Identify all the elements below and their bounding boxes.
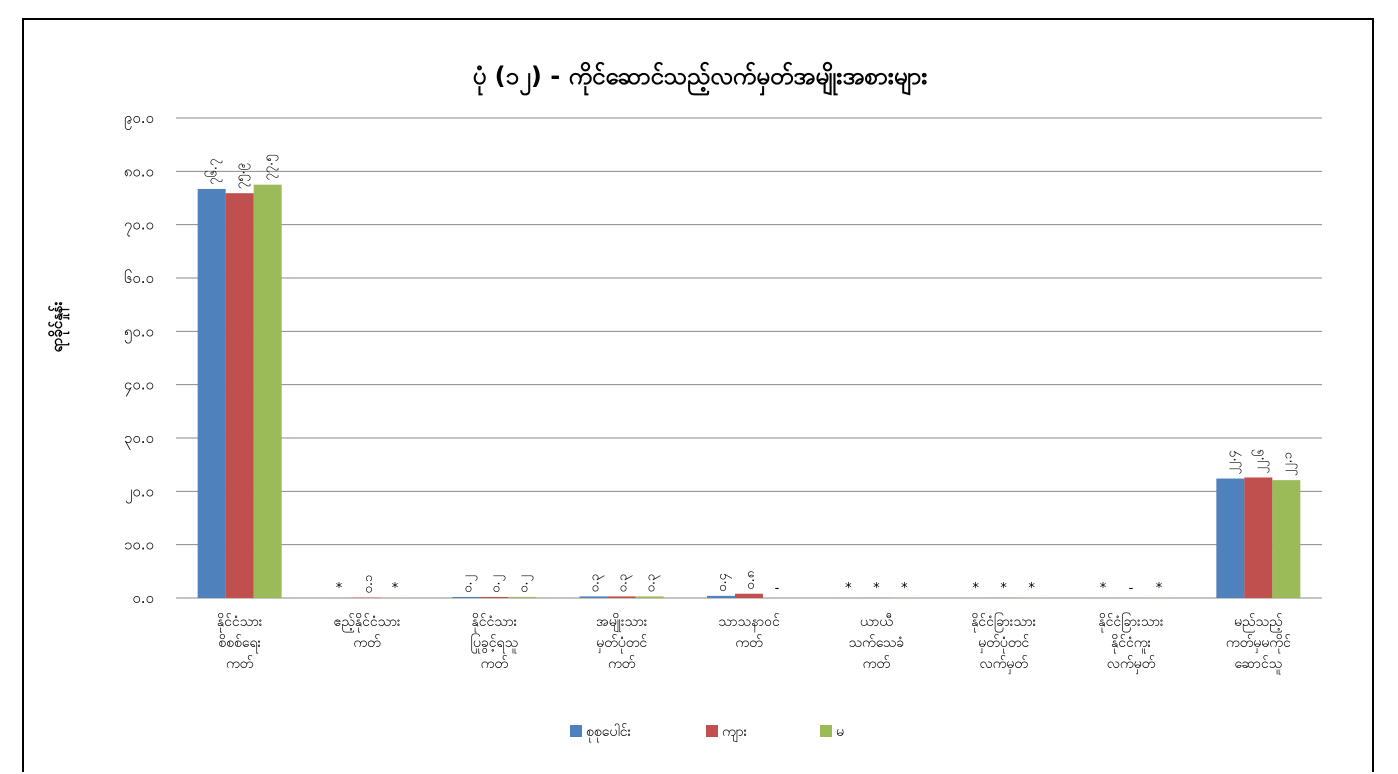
data-label: ၀.၈ xyxy=(743,571,758,590)
x-category-label: ကတ် xyxy=(226,656,254,672)
data-labels: ၇၆.၇ ၇၅.၉ ၇၇.၅ * ၀.၁ * ၀.၂ ၀.၂ ၀.၂ ၀.၃ ၀.၃ ၀.၃ ၀.၄ ၀.… xyxy=(205,155,1298,596)
bars xyxy=(198,185,1301,598)
x-axis-categories: နိုင်ငံသားစိစစ်ရေးကတ်ဧည့်နိုင်ငံသားကတ်နိ… xyxy=(217,613,1291,674)
data-label: ၀.၂ xyxy=(488,575,505,593)
data-label: * xyxy=(1028,581,1035,596)
data-label: ၂၂.၆ xyxy=(1251,449,1269,473)
data-label: ၀.၄ xyxy=(715,572,732,591)
data-label: ၇၅.၉ xyxy=(234,163,251,189)
bar xyxy=(580,596,608,598)
bar xyxy=(480,597,508,598)
data-label: ၀.၃ xyxy=(644,574,661,593)
y-tick-label: ၀.၀ xyxy=(132,589,154,607)
legend-item: မ xyxy=(820,724,844,740)
bar-chart: ပုံ (၁၂) - ကိုင်ဆောင်သည့်လက်မှတ်အမျိုးအစ… xyxy=(24,20,1376,774)
bar xyxy=(452,597,480,598)
data-label: - xyxy=(775,581,780,596)
x-category-label: ဆောင်သူ xyxy=(1235,656,1283,674)
data-label: * xyxy=(1000,581,1007,596)
x-category-label: ကတ် xyxy=(353,635,381,651)
y-tick-label: ၂၀.၀ xyxy=(125,482,154,503)
x-category-label: ကတ် xyxy=(863,656,891,672)
legend-label: ကျား xyxy=(722,724,748,742)
data-label: * xyxy=(1100,581,1107,596)
bar xyxy=(636,596,664,598)
x-category-label: ယာယီ xyxy=(860,614,893,630)
y-tick-label: ၇၀.၀ xyxy=(124,216,154,237)
data-label: * xyxy=(873,581,880,596)
x-category-label: အမျိုးသား xyxy=(596,614,648,632)
x-category-label: ကတ် xyxy=(608,656,636,672)
chart-frame: ပုံ (၁၂) - ကိုင်ဆောင်သည့်လက်မှတ်အမျိုးအစ… xyxy=(22,18,1374,772)
legend-swatch xyxy=(820,725,832,737)
x-category-label: မည်သည့် xyxy=(1234,614,1283,632)
x-category-label: ဧည့်နိုင်ငံသား xyxy=(333,614,400,632)
y-axis-label: ရာခိုင်နှုန်း xyxy=(47,301,70,352)
data-label: - xyxy=(1129,581,1134,596)
bar xyxy=(1272,480,1300,598)
bar xyxy=(735,594,763,598)
x-category-label: ကတ်မှမကိုင် xyxy=(1226,635,1291,653)
data-label: * xyxy=(972,581,979,596)
data-label: ၀.၁ xyxy=(361,575,376,594)
bar xyxy=(198,189,226,598)
bar xyxy=(1216,479,1244,598)
x-category-label: စိစစ်ရေး xyxy=(218,635,261,653)
y-tick-label: ၃၀.၀ xyxy=(124,429,154,450)
y-tick-label: ၄၀.၀ xyxy=(124,376,154,397)
y-tick-label: ၉၀.၀ xyxy=(124,109,154,130)
legend-label: စုစုပေါင်း xyxy=(586,724,632,742)
x-category-label: နိုင်ငံသား xyxy=(472,614,518,632)
x-category-label: နိုင်ငံကူး xyxy=(1111,635,1151,653)
data-label: * xyxy=(336,581,343,596)
y-tick-label: ၈၀.၀ xyxy=(124,162,154,180)
x-category-label: မှတ်ပုံတင် xyxy=(978,635,1029,653)
bar xyxy=(707,596,735,598)
bar xyxy=(226,193,254,598)
legend: စုစုပေါင်း ကျား မ xyxy=(570,724,844,742)
x-category-label: ကတ် xyxy=(735,635,763,651)
data-label: * xyxy=(901,581,908,596)
x-category-label: နိုင်ငံသား xyxy=(217,614,263,632)
legend-swatch xyxy=(570,725,582,737)
legend-item: ကျား xyxy=(706,724,748,742)
bar xyxy=(353,597,381,598)
data-label: ၀.၂ xyxy=(460,575,477,593)
x-category-label: နိုင်ငံခြားသား xyxy=(971,613,1037,632)
data-label: ၂၂.၄ xyxy=(1224,450,1241,475)
x-category-label: မှတ်ပုံတင် xyxy=(596,635,647,653)
x-category-label: ကတ် xyxy=(481,656,509,672)
y-tick-label: ၆၀.၀ xyxy=(124,269,154,287)
data-label: ၀.၃ xyxy=(616,574,633,593)
bar xyxy=(608,596,636,598)
data-label: ၀.၃ xyxy=(588,574,605,593)
data-label: ၇၇.၅ xyxy=(262,155,279,181)
gridlines xyxy=(176,118,1322,598)
x-category-label: လက်မှတ် xyxy=(1107,656,1156,674)
data-label: * xyxy=(845,581,852,596)
y-tick-label: ၁၀.၀ xyxy=(124,536,154,554)
y-axis-ticks: ၀.၀ ၁၀.၀ ၂၀.၀ ၃၀.၀ ၄၀.၀ ၅၀.၀ ၆၀.၀ ၇၀.၀ ၈၀.၀ ၉၀.၀ xyxy=(124,109,154,607)
bar xyxy=(254,185,282,598)
y-tick-label: ၅၀.၀ xyxy=(124,322,154,343)
bar xyxy=(1244,477,1272,598)
x-category-label: လက်မှတ် xyxy=(979,656,1028,674)
chart-title: ပုံ (၁၂) - ကိုင်ဆောင်သည့်လက်မှတ်အမျိုးအစ… xyxy=(473,61,928,96)
legend-label: မ xyxy=(836,724,844,740)
data-label: * xyxy=(392,581,399,596)
data-label: ၂၂.၁ xyxy=(1280,452,1297,476)
data-label: ၀.၂ xyxy=(516,575,533,593)
bar xyxy=(508,597,536,598)
data-label: * xyxy=(1156,581,1163,596)
legend-swatch xyxy=(706,725,718,737)
x-category-label: နိုင်ငံခြားသား xyxy=(1098,613,1164,632)
data-label: ၇၆.၇ xyxy=(205,159,223,185)
legend-item: စုစုပေါင်း xyxy=(570,724,632,742)
x-category-label: ပြုခွင့်ရသူ xyxy=(471,634,519,653)
x-category-label: သာသနာဝင် xyxy=(718,614,780,632)
x-category-label: သက်သေခံ xyxy=(848,635,904,651)
